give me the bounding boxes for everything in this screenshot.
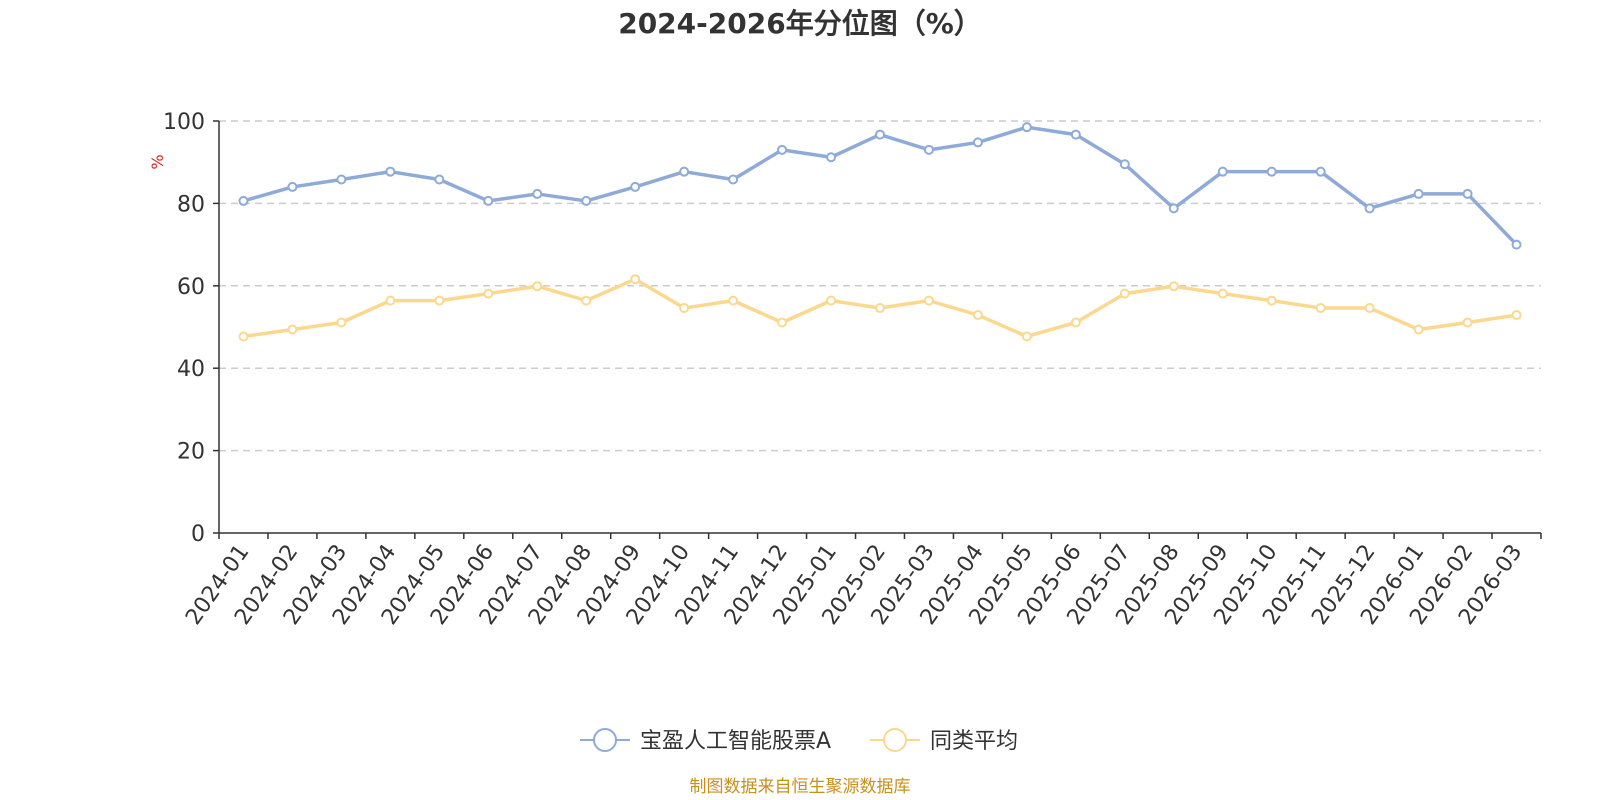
data-point[interactable] xyxy=(1266,166,1277,177)
data-point[interactable] xyxy=(581,195,592,206)
data-point[interactable] xyxy=(385,166,396,177)
data-point[interactable] xyxy=(826,152,837,163)
data-point[interactable] xyxy=(1021,122,1032,133)
data-point[interactable] xyxy=(287,181,298,192)
data-point[interactable] xyxy=(630,181,641,192)
data-point[interactable] xyxy=(972,310,983,321)
data-point[interactable] xyxy=(1364,203,1375,214)
y-tick-label: 100 xyxy=(163,110,205,135)
data-point[interactable] xyxy=(532,188,543,199)
data-point[interactable] xyxy=(972,137,983,148)
legend-marker xyxy=(883,728,907,752)
data-point[interactable] xyxy=(1462,317,1473,328)
data-point[interactable] xyxy=(1462,188,1473,199)
data-point[interactable] xyxy=(777,144,788,155)
data-point[interactable] xyxy=(1413,324,1424,335)
legend[interactable]: 宝盈人工智能股票A 同类平均 xyxy=(580,728,1018,754)
data-point[interactable] xyxy=(1315,166,1326,177)
data-point[interactable] xyxy=(385,295,396,306)
data-point[interactable] xyxy=(1119,288,1130,299)
chart-title: 2024-2026年分位图（%） xyxy=(618,7,982,40)
data-point[interactable] xyxy=(1413,188,1424,199)
data-point[interactable] xyxy=(875,303,885,314)
series-line xyxy=(243,125,1518,246)
data-point[interactable] xyxy=(287,324,298,335)
y-tick-label: 0 xyxy=(191,522,205,547)
data-point[interactable] xyxy=(1168,281,1179,292)
data-point[interactable] xyxy=(1511,239,1522,250)
data-point[interactable] xyxy=(777,317,788,328)
data-point[interactable] xyxy=(1070,317,1081,328)
series-2 xyxy=(238,274,1522,342)
data-point[interactable] xyxy=(1119,159,1130,170)
data-source: 制图数据来自恒生聚源数据库 xyxy=(690,777,911,797)
data-point[interactable] xyxy=(336,317,347,328)
data-point[interactable] xyxy=(238,331,249,342)
data-point[interactable] xyxy=(923,144,934,155)
data-point[interactable] xyxy=(1315,303,1326,314)
y-tick-label: 20 xyxy=(177,440,205,465)
legend-item-1[interactable]: 宝盈人工智能股票A xyxy=(580,728,831,754)
data-point[interactable] xyxy=(1364,303,1375,314)
data-point[interactable] xyxy=(679,303,690,314)
legend-item-2[interactable]: 同类平均 xyxy=(870,728,1018,754)
data-point[interactable] xyxy=(238,195,249,206)
data-point[interactable] xyxy=(336,174,347,185)
data-point[interactable] xyxy=(581,295,592,306)
data-point[interactable] xyxy=(679,166,690,177)
series-1 xyxy=(238,122,1522,250)
data-point[interactable] xyxy=(875,129,885,140)
data-point[interactable] xyxy=(1217,166,1228,177)
data-point[interactable] xyxy=(826,295,837,306)
y-axis-label: % xyxy=(148,154,167,169)
data-point[interactable] xyxy=(434,295,445,306)
legend-marker xyxy=(593,728,617,752)
grid-lines xyxy=(219,120,1541,452)
data-point[interactable] xyxy=(1021,331,1032,342)
data-point[interactable] xyxy=(434,174,445,185)
series-lines xyxy=(238,122,1522,342)
data-point[interactable] xyxy=(1511,310,1522,321)
data-point[interactable] xyxy=(483,195,494,206)
data-point[interactable] xyxy=(1266,295,1277,306)
data-point[interactable] xyxy=(728,174,739,185)
data-point[interactable] xyxy=(483,288,494,299)
data-point[interactable] xyxy=(1217,288,1228,299)
y-tick-label: 40 xyxy=(177,357,205,382)
y-tick-label: 60 xyxy=(177,275,205,300)
y-tick-label: 80 xyxy=(177,192,205,217)
legend-label: 宝盈人工智能股票A xyxy=(640,729,831,754)
data-point[interactable] xyxy=(630,274,641,285)
data-point[interactable] xyxy=(728,295,739,306)
data-point[interactable] xyxy=(1070,129,1081,140)
legend-label: 同类平均 xyxy=(930,729,1018,754)
data-point[interactable] xyxy=(923,295,934,306)
data-point[interactable] xyxy=(532,281,543,292)
data-point[interactable] xyxy=(1168,203,1179,214)
axes: 0204060801002024-012024-022024-032024-04… xyxy=(163,110,1542,630)
